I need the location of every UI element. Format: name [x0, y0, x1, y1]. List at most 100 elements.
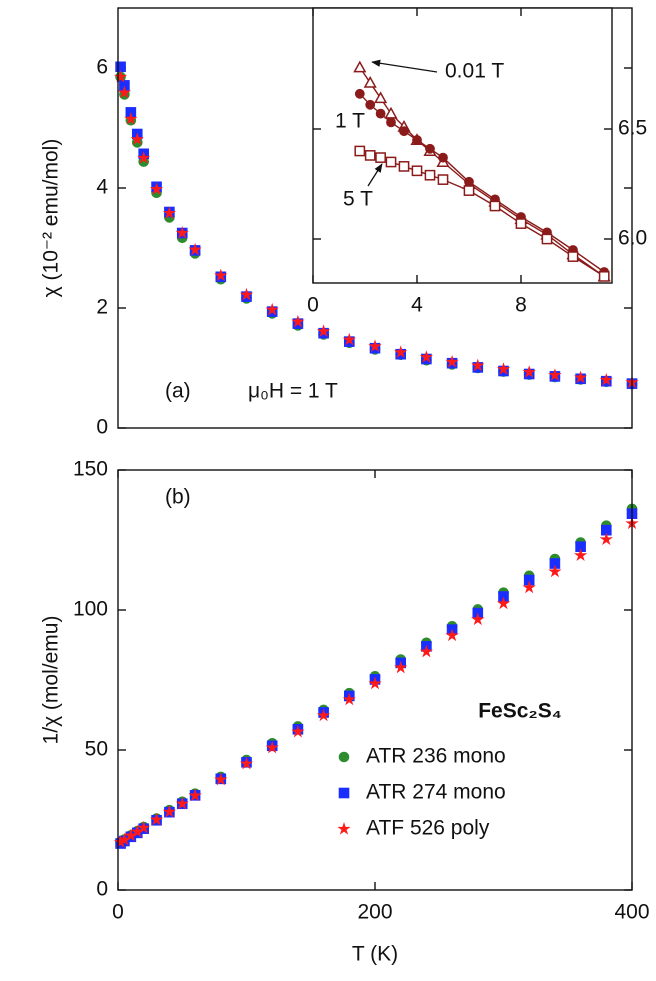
data-point: [368, 339, 382, 353]
data-point: [342, 692, 356, 706]
data-point: [137, 151, 151, 164]
data-point: [541, 233, 553, 245]
data-point: [385, 156, 397, 168]
legend-marker: [337, 822, 351, 835]
annotation: 5 T: [343, 188, 373, 211]
annotation: (b): [165, 486, 191, 509]
annotation: (a): [165, 380, 191, 403]
data-point: [175, 226, 189, 239]
data-point: [374, 91, 388, 104]
y-tick-label: 4: [96, 176, 108, 199]
data-point: [354, 88, 365, 99]
data-point: [117, 85, 132, 99]
data-point: [375, 108, 386, 119]
data-point: [124, 112, 138, 125]
x-tick-label: 0: [307, 294, 319, 317]
data-point: [398, 161, 410, 172]
data-point: [573, 548, 588, 562]
y-tick-label: 150: [73, 458, 108, 481]
data-point: [363, 75, 377, 88]
y-tick-label: 6.0: [618, 227, 647, 250]
x-tick-label: 200: [357, 901, 392, 924]
data-point: [471, 358, 485, 372]
data-point: [130, 132, 144, 146]
data-point: [522, 365, 536, 378]
data-point: [424, 169, 436, 181]
data-point: [316, 324, 331, 338]
data-point: [445, 628, 459, 642]
data-point: [419, 644, 434, 658]
legend-label: ATR 274 mono: [366, 781, 506, 804]
annotation: μ₀H = 1 T: [248, 380, 338, 403]
data-point: [149, 182, 164, 195]
data-point: [386, 117, 396, 128]
data-point: [419, 350, 434, 363]
data-point: [411, 165, 423, 177]
data-point: [463, 185, 475, 196]
data-point: [364, 150, 376, 161]
data-point: [598, 271, 610, 282]
data-point: [137, 820, 151, 834]
data-point: [412, 135, 422, 145]
data-point: [522, 580, 536, 594]
y-axis-label: 1/χ (mol/emu): [40, 616, 63, 745]
data-point: [214, 268, 228, 282]
y-tick-label: 2: [96, 296, 108, 319]
data-point: [399, 126, 409, 137]
data-point: [316, 708, 331, 722]
inset-background: [313, 8, 612, 283]
data-point: [599, 532, 613, 546]
legend-label: ATR 236 mono: [366, 745, 506, 768]
legend-marker: [338, 751, 350, 763]
data-point: [496, 596, 511, 610]
plot-frame: [312, 7, 613, 284]
data-point: [471, 612, 485, 626]
y-axis-label: χ (10⁻² emu/mol): [40, 139, 63, 298]
data-point: [437, 174, 449, 185]
y-tick-label: 6.5: [618, 117, 647, 140]
data-point: [368, 676, 382, 690]
annotation: 0.01 T: [445, 60, 504, 83]
legend-label: ATF 526 poly: [366, 817, 490, 840]
data-point: [599, 373, 613, 386]
plot-frame: [117, 469, 633, 891]
annotation-arrow: [371, 59, 438, 73]
y-tick-label: 0: [96, 878, 108, 901]
data-point: [175, 796, 189, 810]
legend-title: FeSc₂S₄: [478, 700, 562, 723]
data-point: [548, 368, 562, 381]
data-point: [573, 370, 588, 384]
y-tick-label: 6: [96, 56, 108, 79]
data-point: [291, 314, 305, 328]
data-point: [438, 152, 448, 163]
x-tick-label: 4: [411, 294, 423, 317]
data-point: [265, 302, 279, 316]
data-point: [365, 99, 376, 110]
legend-marker: [338, 787, 350, 799]
data-point: [567, 251, 579, 262]
y-tick-label: 0: [96, 416, 108, 439]
annotation: 1 T: [335, 110, 365, 133]
data-point: [188, 242, 202, 256]
data-point: [375, 152, 386, 163]
data-point: [214, 772, 228, 786]
y-tick-label: 50: [85, 738, 108, 761]
data-point: [394, 345, 408, 359]
data-point: [188, 788, 202, 802]
y-tick-label: 100: [73, 598, 108, 621]
data-point: [162, 206, 177, 219]
data-point: [342, 332, 356, 346]
data-point: [425, 143, 435, 154]
x-tick-label: 0: [112, 901, 124, 924]
data-point: [149, 812, 164, 826]
data-point: [291, 724, 305, 738]
data-point: [445, 355, 459, 368]
data-point: [353, 60, 367, 73]
data-point: [394, 660, 408, 674]
x-tick-label: 8: [515, 294, 527, 317]
data-point: [239, 756, 254, 770]
data-point: [354, 145, 366, 157]
data-point: [265, 740, 279, 754]
